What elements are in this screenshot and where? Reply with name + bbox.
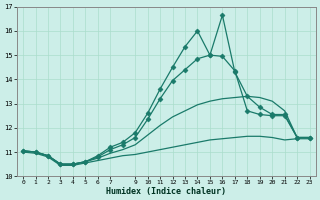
X-axis label: Humidex (Indice chaleur): Humidex (Indice chaleur) (106, 187, 226, 196)
